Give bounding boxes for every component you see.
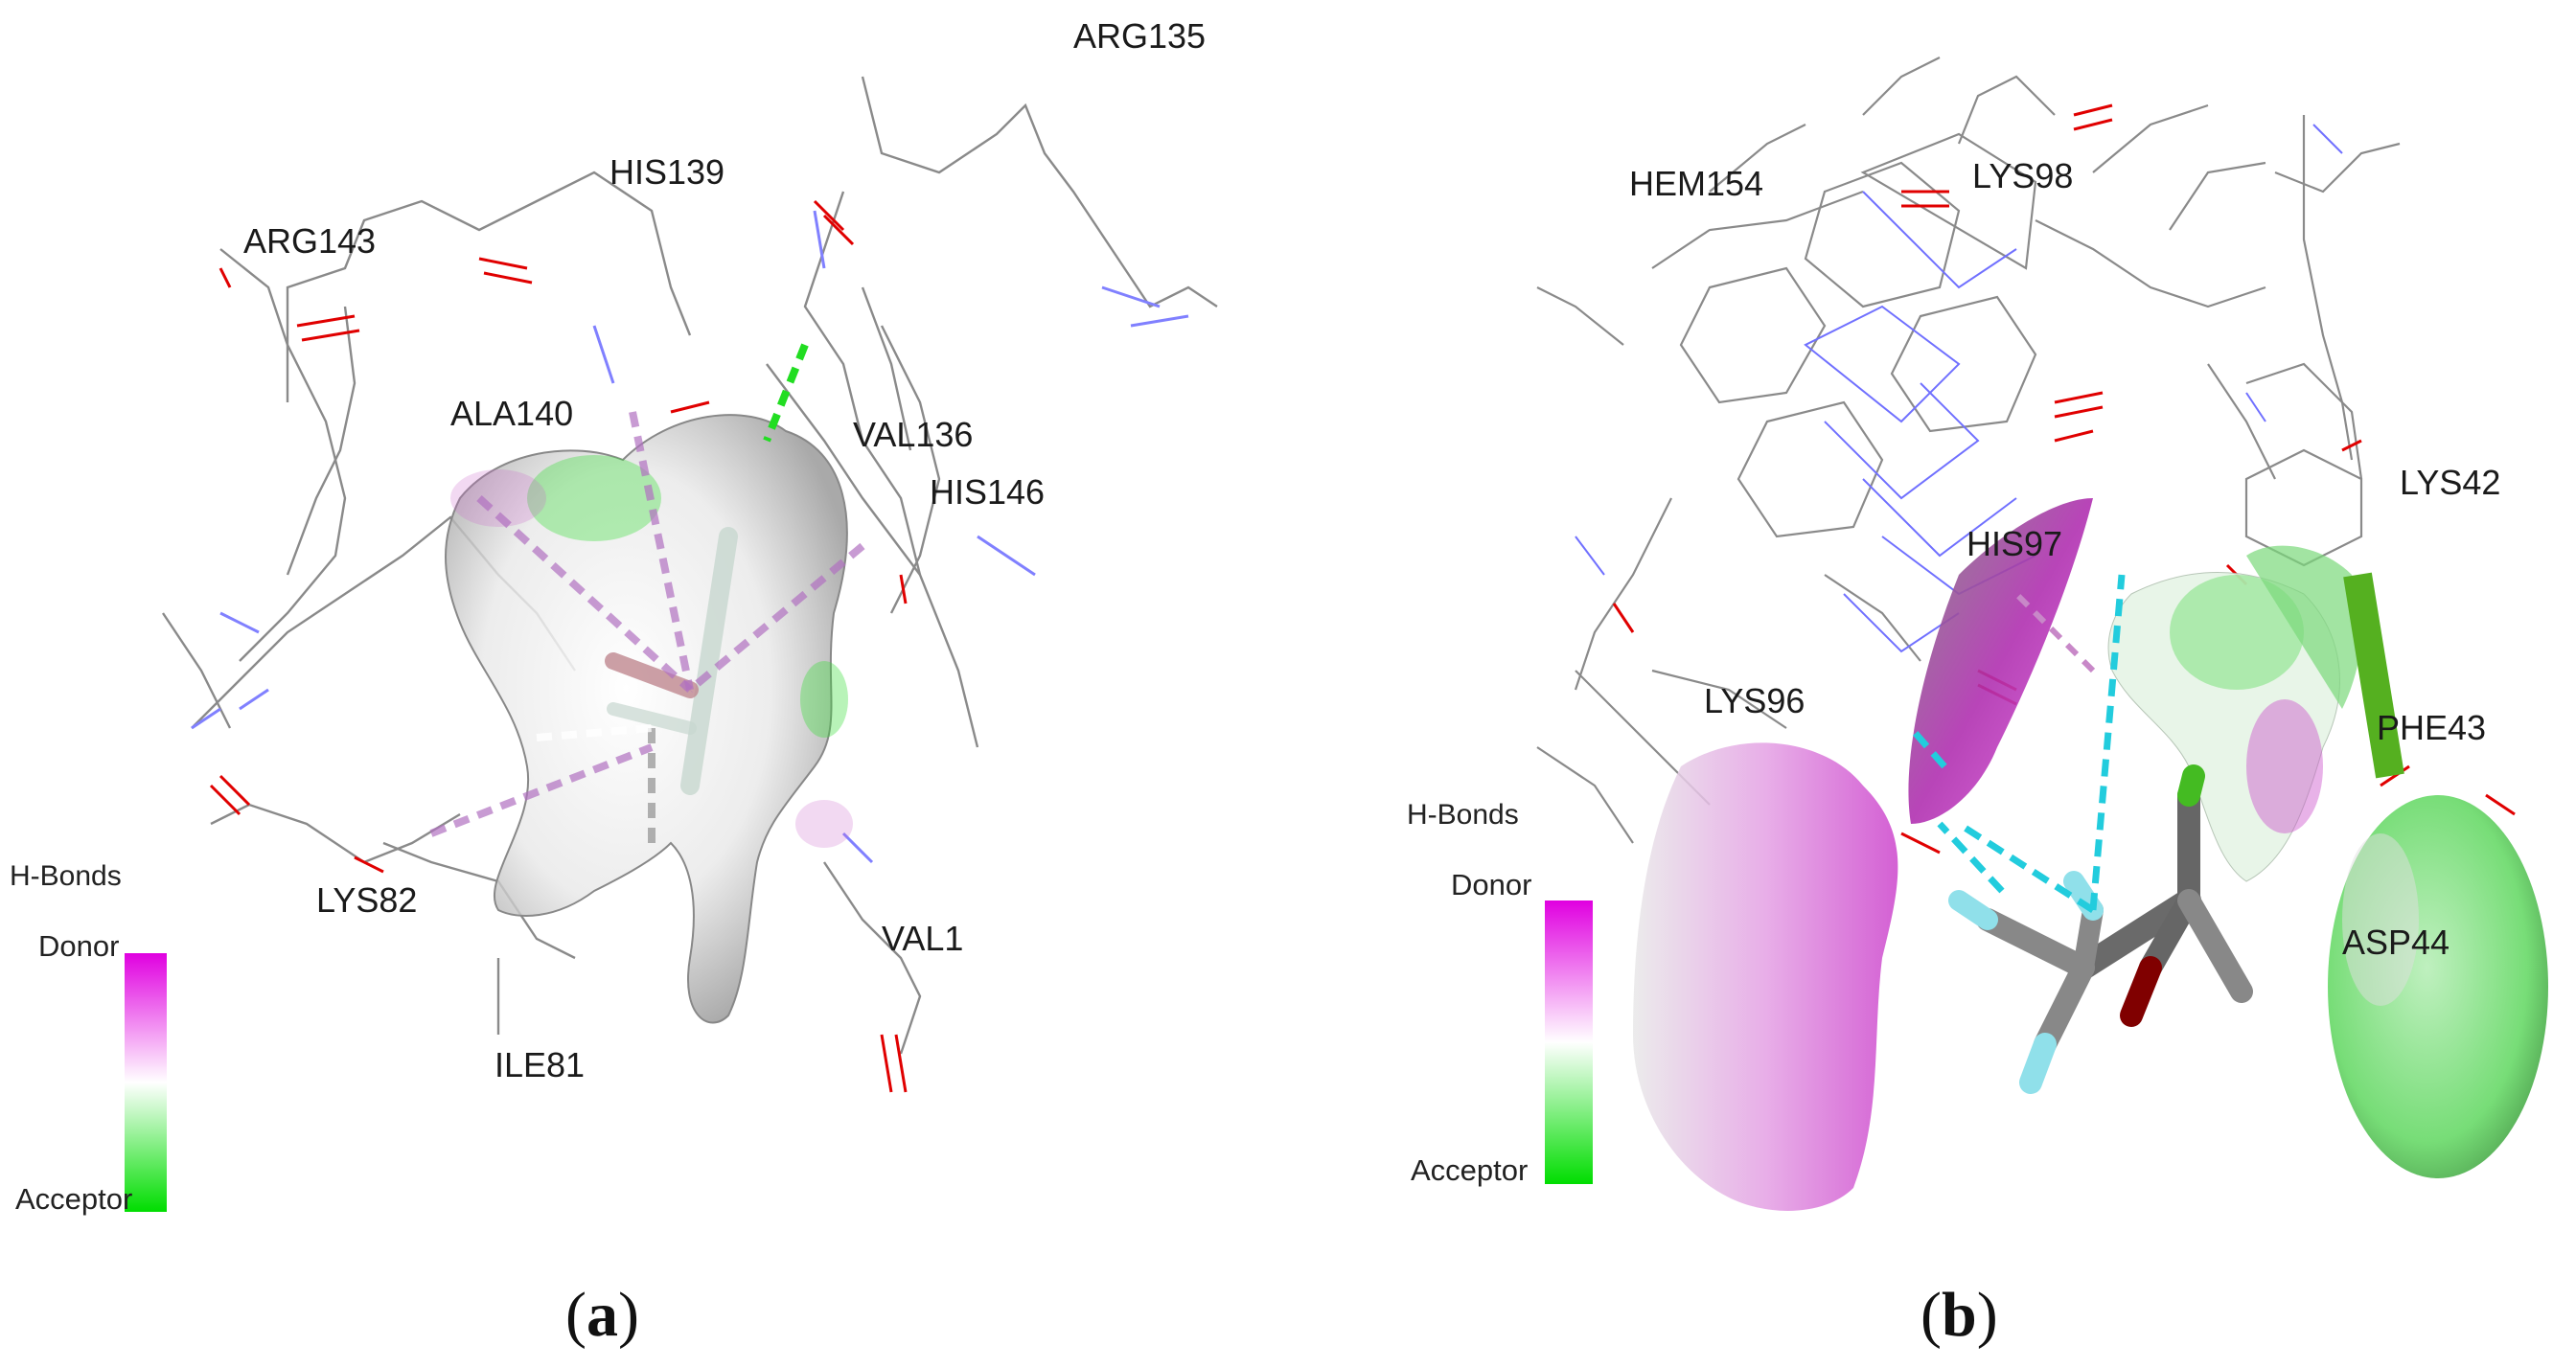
legend-acceptor-label: Acceptor bbox=[1411, 1153, 1528, 1187]
legend-donor-label: Donor bbox=[38, 929, 119, 963]
residue-label: HIS146 bbox=[930, 472, 1045, 512]
legend-color-bar bbox=[125, 953, 167, 1212]
panel-a: ARG135 HIS139 ARG143 ALA140 VAL136 HIS14… bbox=[0, 0, 1288, 1350]
residue-label: LYS82 bbox=[316, 880, 417, 920]
residue-label: ARG143 bbox=[243, 221, 376, 261]
panel-b-scene: HEM154 LYS98 LYS42 HIS97 LYS96 PHE43 ASP… bbox=[1407, 57, 2548, 1211]
panel-a-scene: ARG135 HIS139 ARG143 ALA140 VAL136 HIS14… bbox=[10, 16, 1218, 1216]
acceptor-patch bbox=[527, 455, 661, 541]
residue-label: ARG135 bbox=[1073, 16, 1206, 56]
residue-label: ASP44 bbox=[2342, 923, 2450, 962]
legend-title: H-Bonds bbox=[1407, 799, 1519, 831]
residue-label: LYS96 bbox=[1704, 681, 1805, 720]
residue-label: LYS98 bbox=[1972, 156, 2073, 195]
residue-label: LYS42 bbox=[2400, 463, 2500, 502]
acceptor-patch bbox=[800, 661, 848, 738]
acceptor-patch bbox=[2246, 545, 2362, 709]
acceptor-patch bbox=[2170, 575, 2304, 690]
surface-sheet-b bbox=[1908, 498, 2093, 824]
interaction-lines-b bbox=[2013, 591, 2096, 673]
surface-highlight bbox=[2342, 833, 2419, 1006]
panel-b: HEM154 LYS98 LYS42 HIS97 LYS96 PHE43 ASP… bbox=[1288, 0, 2576, 1350]
donor-patch bbox=[795, 800, 853, 848]
legend-title: H-Bonds bbox=[10, 860, 122, 892]
residue-label: VAL1 bbox=[882, 919, 963, 958]
residue-label: PHE43 bbox=[2377, 708, 2486, 747]
caption-letter: b bbox=[1941, 1280, 1977, 1350]
ligand-b bbox=[1948, 764, 2253, 1094]
legend-acceptor-label: Acceptor bbox=[15, 1182, 132, 1216]
residue-label: ILE81 bbox=[494, 1045, 585, 1084]
residue-label: HIS139 bbox=[610, 152, 724, 192]
bond-fragments-a bbox=[191, 199, 1189, 1093]
surface-left-b bbox=[1633, 742, 1898, 1211]
ligand-a bbox=[605, 527, 738, 795]
residue-label: VAL136 bbox=[853, 415, 973, 454]
heme-wireframe bbox=[1536, 57, 2401, 844]
legend-donor-label: Donor bbox=[1451, 868, 1531, 901]
residue-label: HIS97 bbox=[1966, 524, 2062, 563]
phe43-stick bbox=[2343, 572, 2404, 779]
donor-patch bbox=[2246, 699, 2323, 833]
caption-letter: a bbox=[586, 1280, 618, 1350]
donor-patch bbox=[450, 469, 546, 527]
caption-a: (a) bbox=[565, 1280, 639, 1350]
hbond-lines-b bbox=[1908, 574, 2126, 913]
residue-label: ALA140 bbox=[450, 394, 573, 433]
legend-color-bar bbox=[1545, 901, 1593, 1184]
nitrogen-bonds-b bbox=[1575, 124, 2343, 653]
residue-wireframe-a bbox=[162, 76, 1218, 1055]
residue-label: HEM154 bbox=[1629, 164, 1763, 203]
caption-b: (b) bbox=[1920, 1280, 1998, 1350]
hbond-legend-b: H-Bonds Donor Acceptor bbox=[1407, 799, 1593, 1187]
interaction-lines-a bbox=[429, 343, 865, 843]
hbond-legend-a: H-Bonds Donor Acceptor bbox=[10, 860, 167, 1216]
